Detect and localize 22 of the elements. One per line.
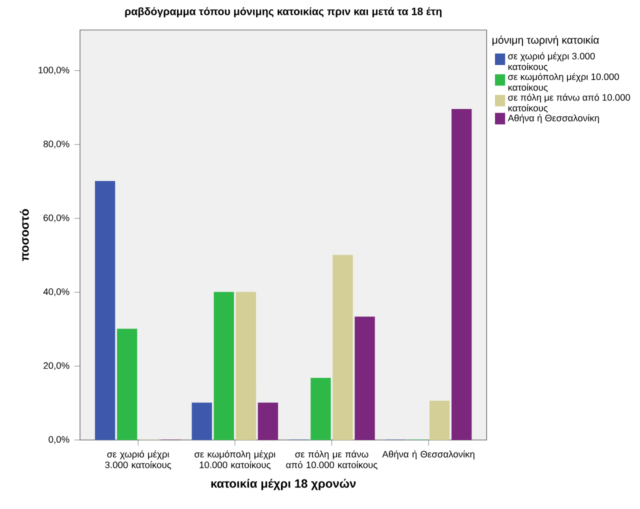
- y-tick-label: 80,0%: [44, 140, 70, 148]
- x-tick-label: Αθήνα ή Θεσσαλονίκη: [382, 450, 474, 460]
- y-tick-label: 20,0%: [44, 362, 70, 370]
- x-tick-label: σε χωριό μέχρι 3.000 κατοίκους: [105, 450, 172, 470]
- x-tick-label: σε πόλη με πάνω από 10.000 κατοίκους: [286, 450, 378, 470]
- y-tick-label: 40,0%: [43, 288, 70, 296]
- legend-label: Αθήνα ή Θεσσαλονίκη: [508, 114, 599, 124]
- x-axis-title: κατοικία μέχρι 18 χρονών: [211, 478, 356, 490]
- bar: [258, 402, 278, 440]
- bar: [214, 292, 234, 440]
- bar: [354, 316, 375, 440]
- bar: [117, 328, 138, 440]
- y-tick-label: 60,0%: [44, 214, 70, 222]
- x-tick-label: σε κωμόπολη μέχρι 10.000 κατοίκους: [194, 450, 276, 470]
- y-axis-title: ποσοστό: [20, 209, 29, 262]
- y-tick-label: 0,0%: [48, 436, 70, 444]
- legend-title: μόνιμη τωρινή κατοικία: [492, 36, 599, 46]
- bar: [310, 378, 331, 440]
- bar: [452, 109, 472, 440]
- legend-label: σε πόλη με πάνω από 10.000 κατοίκους: [508, 94, 630, 113]
- y-tick-label: 100,0%: [38, 66, 70, 74]
- chart-title: ραβδόγραμμα τόπου μόνιμης κατοικίας πριν και μετά τα 18 έτη: [125, 7, 442, 18]
